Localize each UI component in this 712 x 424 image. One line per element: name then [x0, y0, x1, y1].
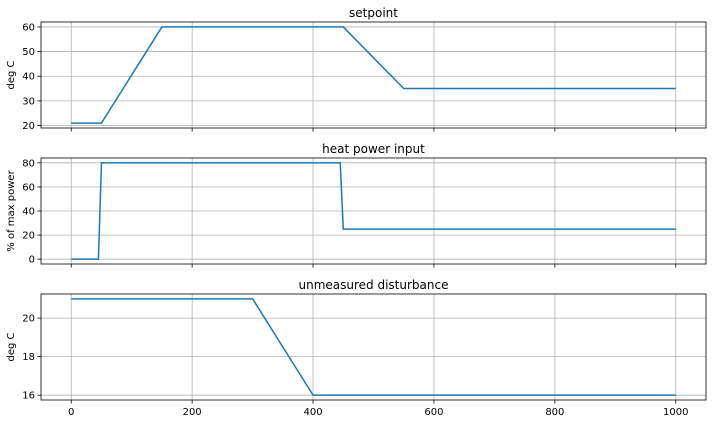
series-line — [71, 26, 676, 124]
x-tick-label: 800 — [545, 407, 564, 418]
y-tick-label: 80 — [22, 158, 35, 169]
panel-heat-power-input: 0 20 40 60 80 heat power input % of max power — [6, 142, 707, 268]
x-tick-label: 200 — [183, 407, 202, 418]
y-tick-label: 20 — [22, 314, 35, 325]
series-line — [71, 298, 676, 396]
y-tick-label: 40 — [22, 72, 35, 83]
y-tick-label: 50 — [22, 47, 35, 58]
axes-frame — [40, 293, 707, 401]
panel-setpoint: 20 30 40 50 60 setpoint deg C — [6, 6, 707, 132]
y-tick-label: 18 — [22, 352, 35, 363]
y-tick-label: 40 — [22, 207, 35, 218]
x-tick-label: 400 — [303, 407, 322, 418]
y-axis-label: % of max power — [6, 169, 17, 251]
x-tick-label: 600 — [424, 407, 443, 418]
y-tick-label: 60 — [22, 22, 35, 33]
y-tick-label: 60 — [22, 182, 35, 193]
chart-title: unmeasured disturbance — [299, 278, 449, 292]
y-tick-label: 20 — [22, 231, 35, 242]
y-tick-label: 0 — [29, 255, 35, 266]
axes-frame — [40, 21, 707, 129]
x-tick-label: 0 — [68, 407, 74, 418]
y-axis-label: deg C — [6, 332, 17, 361]
series-line — [71, 162, 676, 260]
y-tick-label: 20 — [22, 121, 35, 132]
y-axis-label: deg C — [6, 60, 17, 89]
chart-title: setpoint — [349, 6, 398, 20]
x-tick-label: 1000 — [663, 407, 688, 418]
y-tick-label: 16 — [22, 391, 35, 402]
chart-title: heat power input — [322, 142, 425, 156]
y-tick-label: 30 — [22, 96, 35, 107]
